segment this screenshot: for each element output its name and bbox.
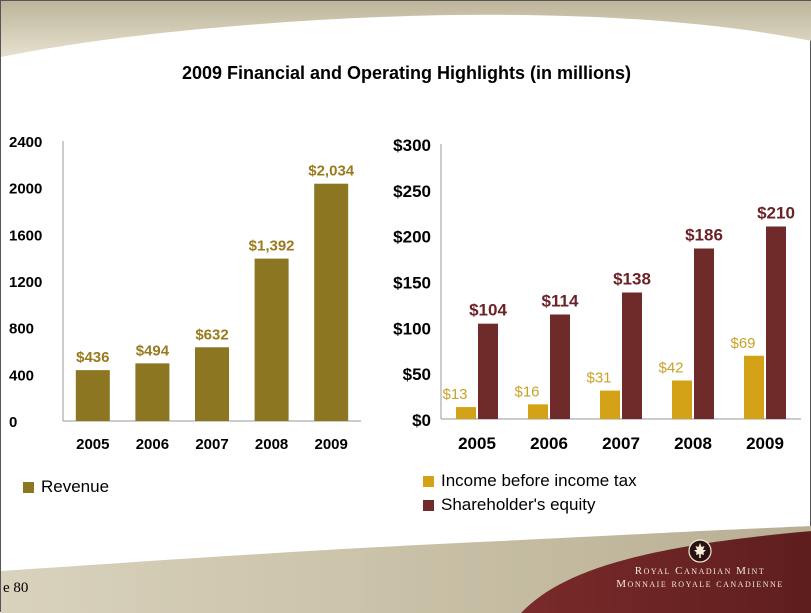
revenue-bar: [75, 370, 110, 421]
revenue-data-label: $1,392: [249, 238, 295, 255]
equity-legend: Shareholder's equity: [423, 495, 595, 515]
y-tick-label: $150: [393, 274, 431, 293]
y-tick-label: 1200: [9, 274, 42, 291]
x-tick-label: 2006: [530, 434, 568, 453]
revenue-legend-swatch: [23, 482, 34, 494]
revenue-bar: [314, 183, 349, 421]
equity-data-label: $186: [685, 226, 723, 245]
equity-bar: [694, 248, 714, 419]
equity-bar: [550, 314, 570, 419]
income-bar: [744, 355, 764, 419]
x-tick-label: 2007: [195, 436, 228, 453]
slide-title: 2009 Financial and Operating Highlights …: [181, 63, 632, 83]
y-tick-label: $300: [393, 136, 431, 155]
mint-logo: Royal Canadian Mint Monnaie royale canad…: [605, 537, 795, 597]
x-tick-label: 2009: [746, 434, 784, 453]
page-number: e 80: [3, 580, 29, 596]
income-bar: [672, 380, 692, 419]
top-swoosh: [1, 1, 811, 57]
y-tick-label: 400: [9, 367, 34, 384]
y-tick-label: $100: [393, 319, 431, 338]
income-bar: [528, 404, 548, 419]
revenue-data-label: $2,034: [308, 163, 355, 180]
equity-bar: [766, 226, 786, 419]
y-tick-label: $50: [403, 365, 431, 384]
revenue-data-label: $494: [136, 342, 170, 359]
income-legend-swatch: [423, 476, 434, 488]
revenue-bar: [135, 363, 170, 421]
revenue-legend-label: Revenue: [41, 477, 110, 496]
income-legend: Income before income tax: [423, 471, 637, 491]
y-tick-label: $200: [393, 228, 431, 247]
maple-leaf-icon: [688, 539, 712, 563]
income-data-label: $31: [586, 370, 611, 387]
equity-bar: [622, 292, 642, 419]
income-data-label: $13: [442, 386, 467, 403]
equity-legend-label: Shareholder's equity: [441, 495, 596, 514]
x-tick-label: 2009: [315, 436, 348, 453]
logo-text-fr: Monnaie royale canadienne: [616, 578, 784, 590]
y-tick-label: 800: [9, 321, 34, 338]
income-bar: [456, 407, 476, 419]
y-tick-label: $250: [393, 182, 431, 201]
income-bar: [600, 390, 620, 419]
revenue-legend: Revenue: [23, 477, 109, 497]
income-legend-label: Income before income tax: [441, 471, 637, 490]
y-tick-label: 2400: [9, 134, 42, 151]
x-tick-label: 2006: [136, 436, 169, 453]
income-data-label: $16: [514, 383, 539, 400]
x-tick-label: 2005: [76, 436, 109, 453]
logo-text-en: Royal Canadian Mint: [634, 565, 766, 577]
revenue-bar: [195, 347, 229, 421]
revenue-data-label: $436: [76, 349, 109, 366]
equity-data-label: $114: [542, 292, 579, 311]
x-tick-label: 2007: [602, 434, 640, 453]
equity-data-label: $104: [469, 301, 507, 320]
equity-bar: [478, 323, 498, 419]
y-tick-label: 0: [9, 414, 17, 431]
revenue-bar: [254, 258, 289, 421]
x-tick-label: 2005: [458, 434, 496, 453]
y-tick-label: $0: [412, 411, 431, 430]
revenue-data-label: $632: [195, 326, 228, 343]
y-tick-label: 2000: [9, 181, 42, 198]
income-data-label: $69: [730, 335, 755, 352]
x-tick-label: 2008: [255, 436, 288, 453]
income-data-label: $42: [658, 360, 683, 377]
y-tick-label: 1600: [9, 227, 42, 244]
equity-legend-swatch: [423, 500, 434, 512]
equity-data-label: $138: [613, 270, 651, 289]
equity-data-label: $210: [757, 204, 795, 223]
bottom-red-band: [521, 531, 811, 613]
x-tick-label: 2008: [674, 434, 712, 453]
